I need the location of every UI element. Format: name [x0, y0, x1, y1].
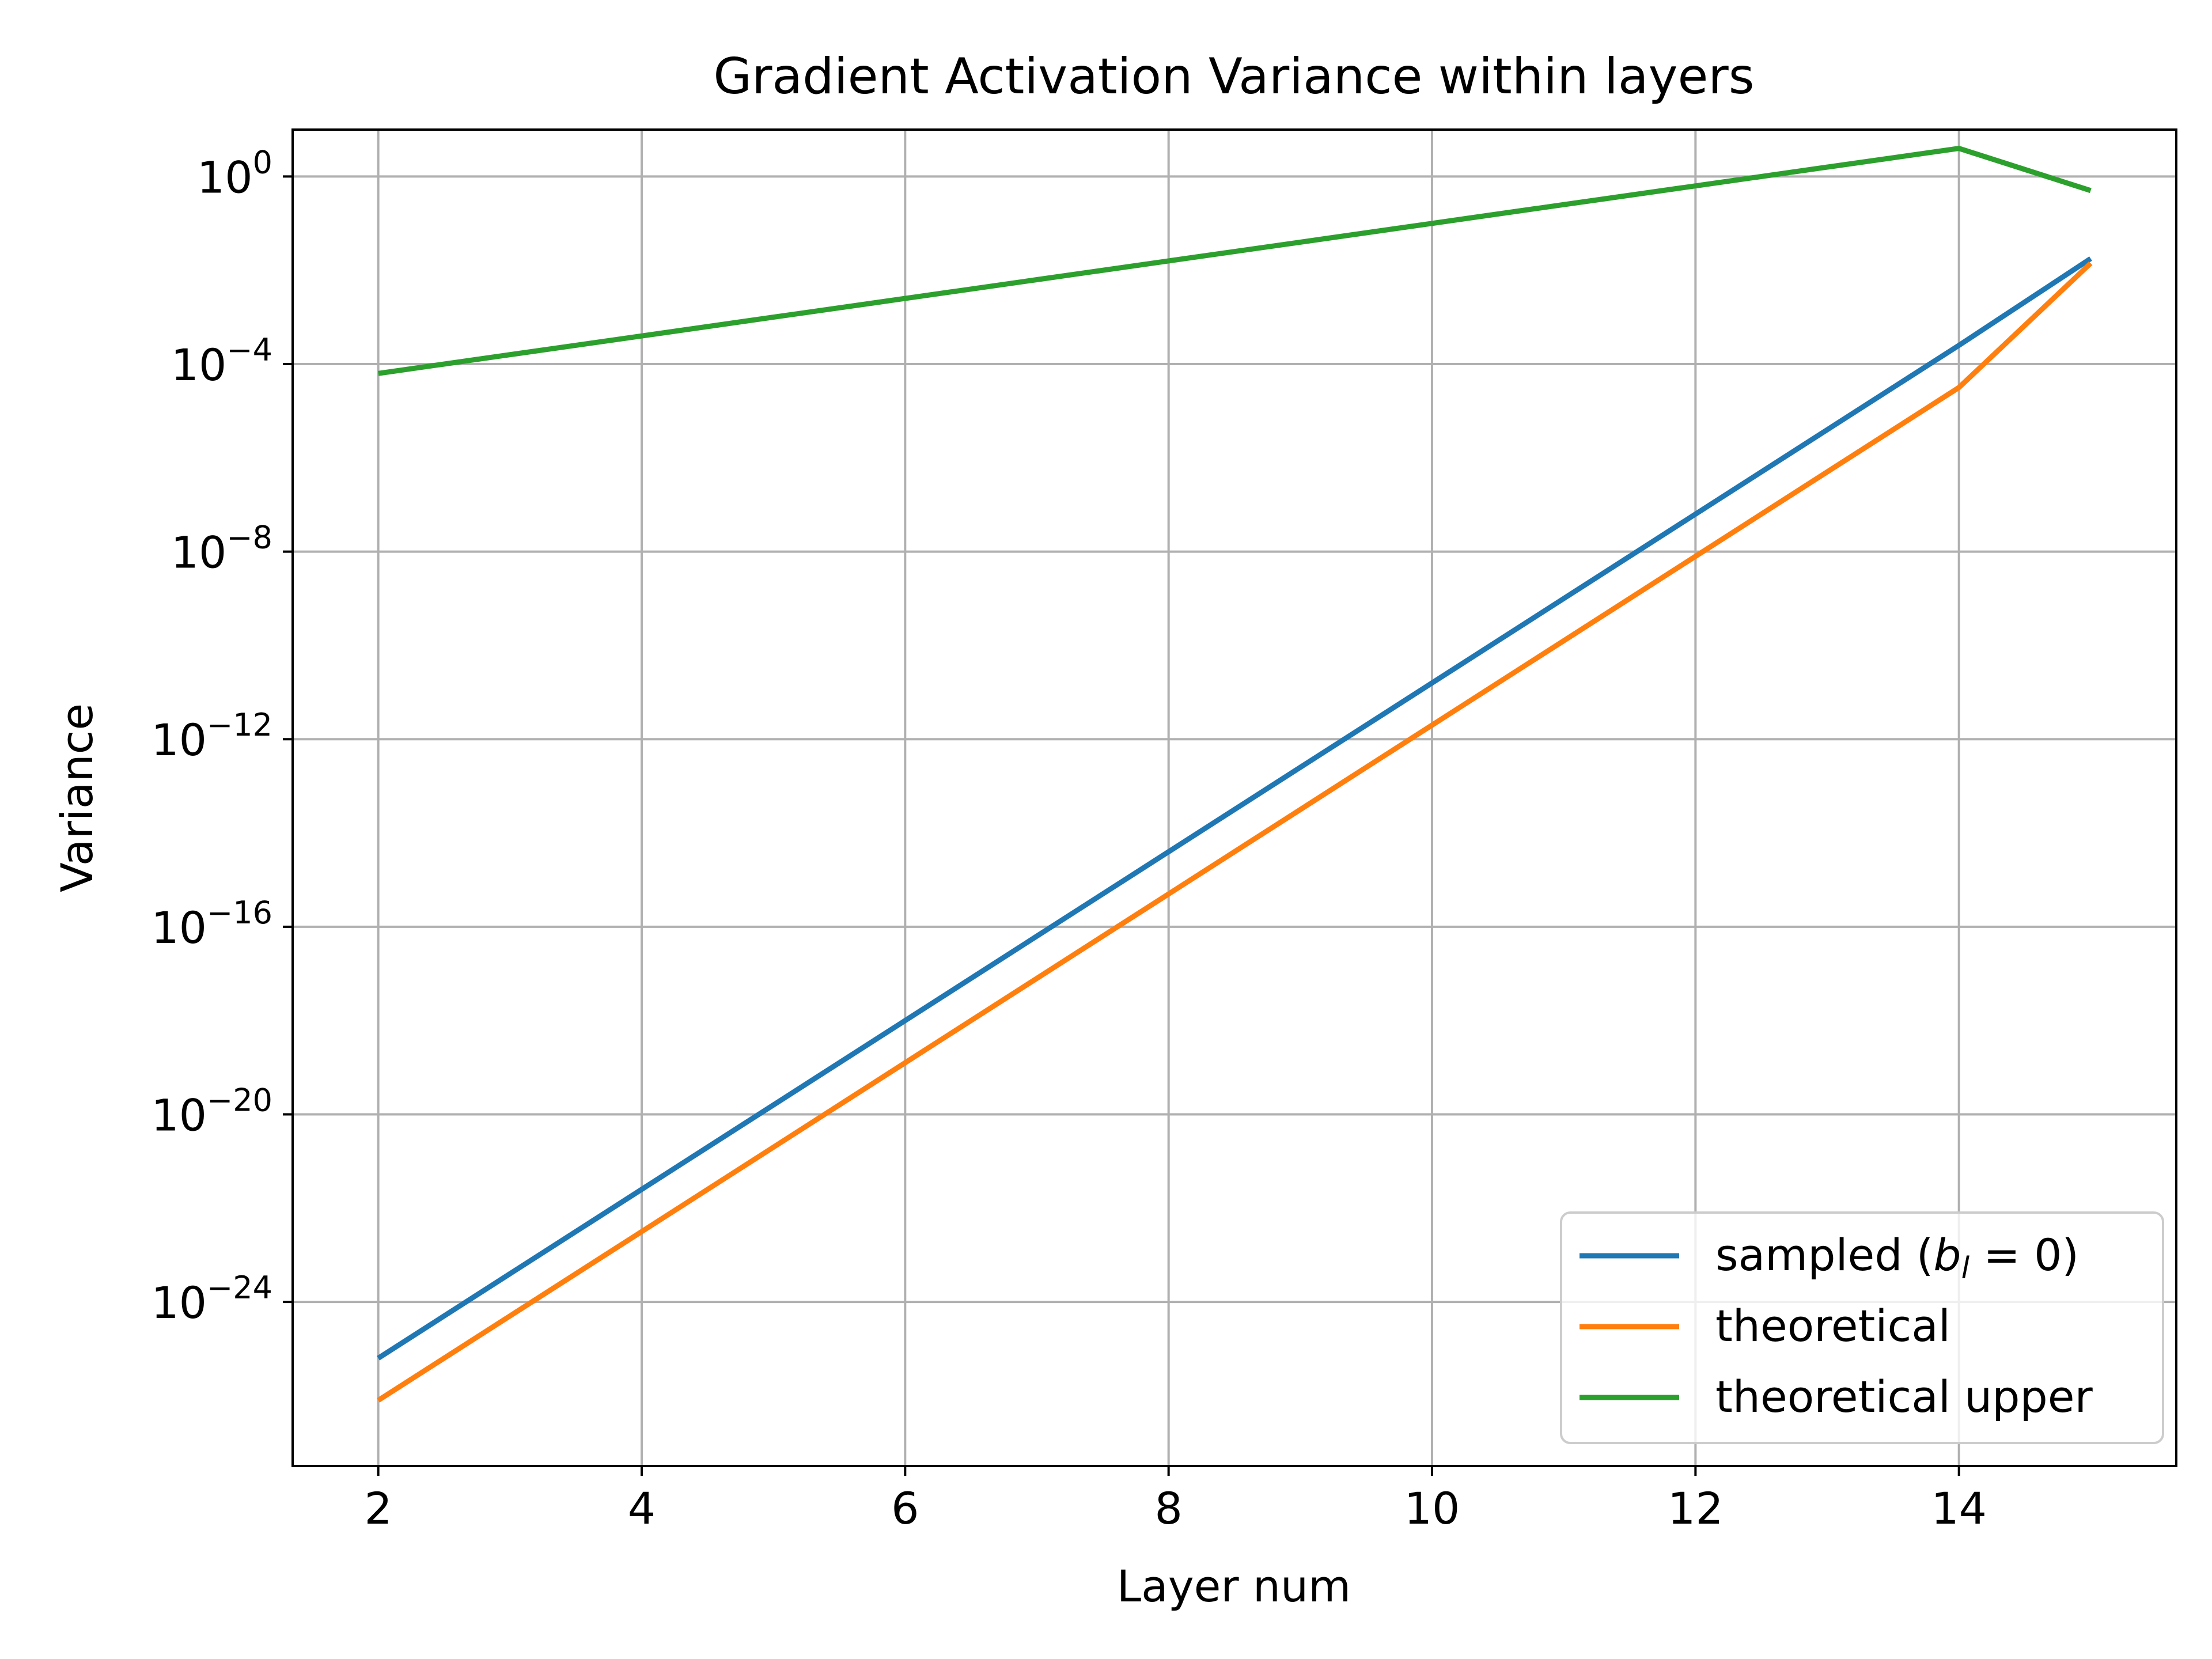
y-tick-label: 10−20 — [151, 1082, 272, 1141]
x-tick-label: 12 — [1668, 1483, 1724, 1534]
y-axis-ticks: 100 10−4 10−8 10−12 10−16 10−20 10−24 — [151, 144, 293, 1328]
legend-box — [1560, 1211, 2164, 1444]
series-line-0 — [377, 256, 2092, 1361]
y-tick-label: 10−16 — [151, 895, 272, 953]
legend-label-sampled-rest: = 0) — [1969, 1229, 2079, 1281]
y-axis-label: Variance — [51, 703, 103, 892]
legend-label-theoretical-upper: theoretical upper — [1715, 1371, 2093, 1422]
legend-label-theoretical: theoretical — [1715, 1300, 1950, 1351]
x-axis-label: Layer num — [1117, 1560, 1351, 1612]
y-tick-label: 10−8 — [171, 520, 272, 578]
y-tick-label: 10−12 — [151, 707, 272, 766]
y-tick-label: 100 — [197, 144, 272, 203]
series-lines — [377, 146, 2093, 1403]
x-tick-label: 2 — [364, 1483, 392, 1534]
x-tick-label: 10 — [1404, 1483, 1460, 1534]
x-tick-label: 14 — [1931, 1483, 1987, 1534]
x-tick-label: 4 — [628, 1483, 656, 1534]
legend: sampled (bl = 0) theoretical theoretical… — [1560, 1211, 2164, 1444]
legend-label-sampled: sampled (bl = 0) — [1715, 1229, 2079, 1286]
grid-lines — [293, 130, 2176, 1466]
legend-label-sampled-math: b — [1933, 1229, 1961, 1281]
chart-title: Gradient Activation Variance within laye… — [713, 48, 1754, 105]
x-axis-ticks: 2 4 6 8 10 12 14 — [364, 1466, 1987, 1534]
x-tick-label: 6 — [891, 1483, 919, 1534]
legend-label-sampled-paren: ( — [1916, 1229, 1934, 1281]
x-tick-label: 8 — [1154, 1483, 1182, 1534]
plot-area-frame — [291, 128, 2177, 1467]
series-line-2 — [377, 146, 2092, 376]
legend-label-sampled-text: sampled — [1715, 1229, 1916, 1281]
y-tick-label: 10−4 — [171, 332, 272, 391]
series-line-1 — [377, 261, 2093, 1403]
y-tick-label: 10−24 — [151, 1270, 272, 1328]
legend-label-sampled-sub: l — [1961, 1251, 1970, 1286]
